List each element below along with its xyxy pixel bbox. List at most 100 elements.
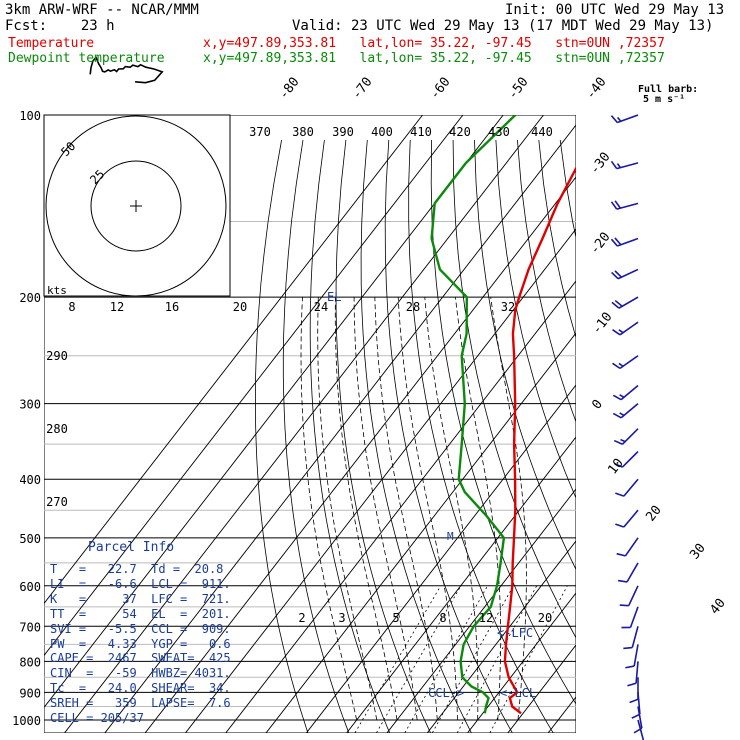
isotherm-label: 10	[605, 456, 626, 478]
pressure-label: 600	[19, 580, 41, 594]
theta-label: 280	[46, 422, 68, 436]
theta-e-label: 440	[531, 125, 553, 139]
moist-adiabat	[300, 297, 358, 721]
diagram-grid	[44, 115, 740, 733]
pressure-label: 700	[19, 620, 41, 634]
level-annotation: M	[447, 530, 454, 543]
wind-barb	[637, 719, 645, 740]
parcel-info-row: CIN = -59 HWBZ= 4031.	[50, 666, 231, 681]
wind-barb	[610, 160, 639, 170]
barb-staff	[623, 478, 639, 497]
barb-flag	[610, 115, 618, 124]
isotherm-label: -80	[276, 75, 302, 103]
wind-barb	[613, 450, 639, 468]
moist-adiabat	[353, 297, 418, 721]
barb-flag	[612, 394, 622, 401]
hodo-speed-label: 12	[110, 300, 124, 314]
dry-adiabat	[255, 139, 309, 733]
barb-staff	[637, 692, 641, 715]
level-annotation: CCL->	[428, 686, 464, 700]
hodo-speed-label: 24	[314, 300, 328, 314]
barb-flag	[614, 200, 622, 209]
barb-staff	[637, 719, 645, 740]
pressure-label: 1000	[12, 714, 41, 728]
isotherm-label: -50	[505, 75, 531, 103]
pressure-label: 200	[19, 291, 41, 305]
dry-adiabat	[430, 139, 576, 705]
wind-barb	[611, 268, 639, 280]
dry-adiabat	[335, 139, 431, 733]
barb-flag	[614, 299, 623, 307]
wind-barb	[625, 644, 639, 669]
moist-adiabat	[334, 297, 398, 721]
isotherm-line	[44, 115, 464, 657]
isotherm-label: 30	[687, 541, 708, 563]
theta-e-label: 410	[410, 125, 432, 139]
wind-barb	[631, 692, 641, 719]
profile-traces	[430, 115, 576, 715]
barb-flag	[618, 362, 624, 367]
theta-e-label: 430	[488, 125, 510, 139]
wind-barb	[612, 384, 639, 401]
wind-barb	[610, 200, 639, 210]
isotherm-label: -10	[589, 310, 615, 338]
barb-flag	[614, 237, 622, 246]
barb-flag	[629, 698, 639, 704]
dry-adiabat	[495, 139, 576, 499]
barb-flag	[614, 270, 623, 278]
mixing-ratio-label: 12	[479, 611, 493, 625]
mixing-ratio-label: 20	[538, 611, 552, 625]
barb-staff	[626, 562, 639, 583]
model-title: 3km ARW-WRF -- NCAR/MMM	[5, 2, 199, 18]
temperature-location: x,y=497.89,353.81 lat,lon= 35.22, -97.45…	[203, 36, 665, 51]
moist-adiabat	[455, 297, 502, 721]
barb-flag	[610, 238, 618, 247]
wind-barb	[612, 403, 639, 419]
parcel-info-row: PW = 4.33 YGP = 0.6	[50, 636, 231, 651]
barb-flag	[612, 329, 621, 336]
wind-barbs	[610, 114, 645, 740]
theta-e-label: 400	[371, 125, 393, 139]
isotherm-line	[44, 115, 424, 605]
mixing-ratio-line	[354, 585, 442, 733]
hodo-speed-label: 32	[501, 300, 515, 314]
barb-staff	[624, 537, 639, 557]
parcel-info-title: Parcel Info	[88, 540, 175, 555]
barb-flag	[617, 579, 628, 583]
valid-time: Valid: 23 UTC Wed 29 May 13 (17 MDT Wed …	[292, 18, 714, 34]
hodograph-unit: kts	[47, 284, 67, 297]
barb-staff	[637, 706, 643, 729]
wind-barb	[623, 626, 639, 650]
isotherm-line	[467, 592, 576, 733]
isotherm-label: 20	[643, 503, 664, 525]
parcel-info-row: SVI = -5.5 CCL = 909.	[50, 621, 231, 636]
parcel-info-row: T = 22.7 Td = 20.8	[50, 562, 224, 576]
parcel-info-row: Tc = 24.0 SHEAR= 34.	[50, 681, 231, 696]
barb-staff	[627, 585, 639, 607]
theta-e-label: 390	[332, 125, 354, 139]
isotherm-label: 0	[589, 397, 606, 412]
barb-flag	[610, 201, 618, 210]
theta-label: 290	[46, 349, 68, 363]
barb-flag	[611, 301, 620, 309]
dry-adiabat	[582, 140, 740, 733]
dry-adiabat	[474, 139, 576, 571]
moist-adiabat	[424, 297, 479, 721]
barb-flag	[612, 362, 621, 370]
dry-adiabat	[360, 139, 472, 733]
pressure-label: 500	[19, 532, 41, 546]
parcel-info-row: TT = 54 EL = 201.	[50, 606, 231, 621]
dry-adiabat	[309, 139, 391, 733]
wind-barb	[617, 562, 639, 583]
dewpoint-location: x,y=497.89,353.81 lat,lon= 35.22, -97.45…	[203, 51, 665, 66]
wind-barb	[615, 478, 639, 497]
isotherm-line	[346, 436, 576, 733]
wind-barb	[611, 296, 639, 309]
theta-e-label: 380	[292, 125, 314, 139]
hodo-speed-label: 16	[165, 300, 179, 314]
barb-staff	[621, 450, 639, 468]
forecast-hour: Fcst: 23 h	[5, 18, 115, 34]
dry-adiabat	[452, 139, 576, 639]
barb-flag	[618, 329, 624, 334]
barb-flag	[610, 160, 618, 170]
